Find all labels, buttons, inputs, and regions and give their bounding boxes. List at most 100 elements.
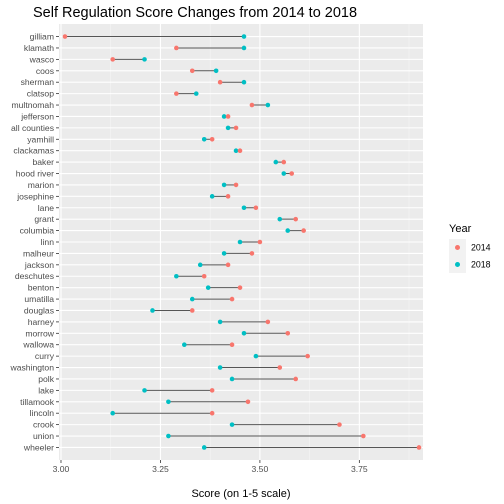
legend-label-2014: 2014 [471, 243, 491, 253]
legend-key-2018 [455, 262, 460, 267]
point-2018-grant [277, 216, 283, 222]
point-2018-jefferson [221, 114, 227, 119]
point-2014-curry [305, 353, 310, 359]
point-2014-linn [257, 239, 263, 245]
point-2018-all-counties [225, 125, 231, 131]
y-tick-label: morrow [25, 328, 54, 338]
point-2014-marion [233, 182, 239, 188]
y-tick-label: douglas [24, 305, 54, 315]
point-2014-wallowa [229, 342, 235, 348]
point-2018-curry [253, 353, 259, 359]
point-2018-coos [213, 68, 219, 74]
point-2014-lane [253, 205, 259, 211]
x-axis-ticks: 3.00 3.25 3.50 3.75 [53, 460, 368, 474]
point-2014-josephine [225, 194, 231, 199]
point-2018-polk [229, 376, 235, 382]
y-tick-label: columbia [20, 226, 55, 236]
y-tick-label: lane [38, 203, 54, 213]
y-tick-label: multnomah [11, 100, 54, 110]
y-tick-label: washington [10, 363, 55, 373]
y-tick-label: jefferson [20, 111, 54, 121]
point-2014-all-counties [233, 125, 239, 131]
point-2018-benton [205, 285, 211, 290]
point-2018-wheeler [201, 445, 207, 450]
y-tick-label: wasco [29, 54, 55, 64]
y-tick-label: crook [33, 420, 55, 430]
point-2014-harney [265, 319, 271, 325]
y-tick-label: malheur [23, 248, 54, 258]
y-tick-label: lincoln [30, 408, 55, 418]
data-points [62, 34, 422, 450]
point-2018-lane [241, 205, 247, 211]
y-tick-label: gilliam [30, 32, 54, 42]
y-tick-label: tillamook [20, 397, 55, 407]
point-2018-washington [217, 365, 223, 370]
y-tick-label: umatilla [24, 294, 54, 304]
y-tick-label: marion [28, 180, 54, 190]
y-tick-label: grant [34, 214, 54, 224]
point-2014-crook [337, 422, 342, 427]
x-tick-label: 3.75 [351, 464, 368, 474]
point-2014-clatsop [174, 91, 179, 96]
y-tick-label: polk [38, 374, 54, 384]
point-2014-wasco [110, 57, 116, 62]
point-2018-crook [229, 422, 235, 427]
point-2018-clatsop [193, 91, 199, 96]
point-2018-baker [273, 159, 279, 165]
point-2018-douglas [150, 308, 155, 313]
point-2014-klamath [174, 45, 179, 51]
point-2014-umatilla [229, 296, 235, 302]
y-tick-label: harney [28, 317, 55, 327]
point-2018-multnomah [265, 102, 271, 108]
point-2014-malheur [249, 251, 255, 256]
point-2018-columbia [285, 228, 291, 233]
point-2018-tillamook [166, 399, 171, 405]
point-2014-yamhill [209, 136, 215, 142]
legend-title: Year [449, 223, 472, 235]
point-2018-josephine [209, 194, 215, 199]
point-2014-lincoln [209, 410, 215, 416]
point-2014-polk [293, 376, 298, 382]
point-2014-grant [293, 216, 298, 222]
legend-key-2014 [455, 245, 460, 250]
point-2018-yamhill [201, 136, 207, 142]
point-2018-jackson [197, 262, 203, 268]
point-2014-morrow [285, 331, 291, 336]
y-tick-label: all counties [11, 123, 54, 133]
y-tick-label: jackson [24, 260, 54, 270]
point-2014-lake [209, 388, 215, 393]
point-2014-washington [277, 365, 283, 370]
point-2018-wallowa [182, 342, 187, 348]
legend: Year 2014 2018 [449, 223, 491, 273]
y-tick-label: klamath [24, 43, 54, 53]
y-tick-label: curry [35, 351, 55, 361]
point-2018-clackamas [233, 148, 239, 153]
point-2018-linn [237, 239, 243, 245]
point-2018-gilliam [241, 34, 247, 39]
point-2018-lake [142, 388, 147, 393]
point-2018-morrow [241, 331, 247, 336]
y-tick-label: josephine [16, 191, 54, 201]
y-tick-label: wallowa [22, 340, 54, 350]
y-tick-label: benton [28, 283, 55, 293]
y-tick-label: lake [38, 385, 54, 395]
y-tick-label: union [33, 431, 54, 441]
y-tick-label: clatsop [27, 89, 54, 99]
point-2014-benton [237, 285, 243, 290]
point-2014-wheeler [416, 445, 422, 450]
x-tick-label: 3.00 [53, 464, 70, 474]
point-2014-union [361, 433, 366, 439]
point-2014-sherman [217, 79, 223, 85]
point-2014-columbia [301, 228, 306, 233]
point-2014-deschutes [201, 273, 207, 279]
y-tick-label: clackamas [13, 146, 54, 156]
point-2018-lincoln [110, 410, 116, 416]
x-axis-title: Score (on 1-5 scale) [191, 488, 290, 500]
legend-label-2018: 2018 [471, 260, 491, 270]
y-tick-label: baker [33, 157, 55, 167]
point-2018-umatilla [189, 296, 195, 302]
point-2014-tillamook [245, 399, 251, 405]
y-tick-label: wheeler [23, 442, 54, 452]
point-2014-multnomah [249, 102, 255, 108]
point-2018-malheur [221, 251, 227, 256]
